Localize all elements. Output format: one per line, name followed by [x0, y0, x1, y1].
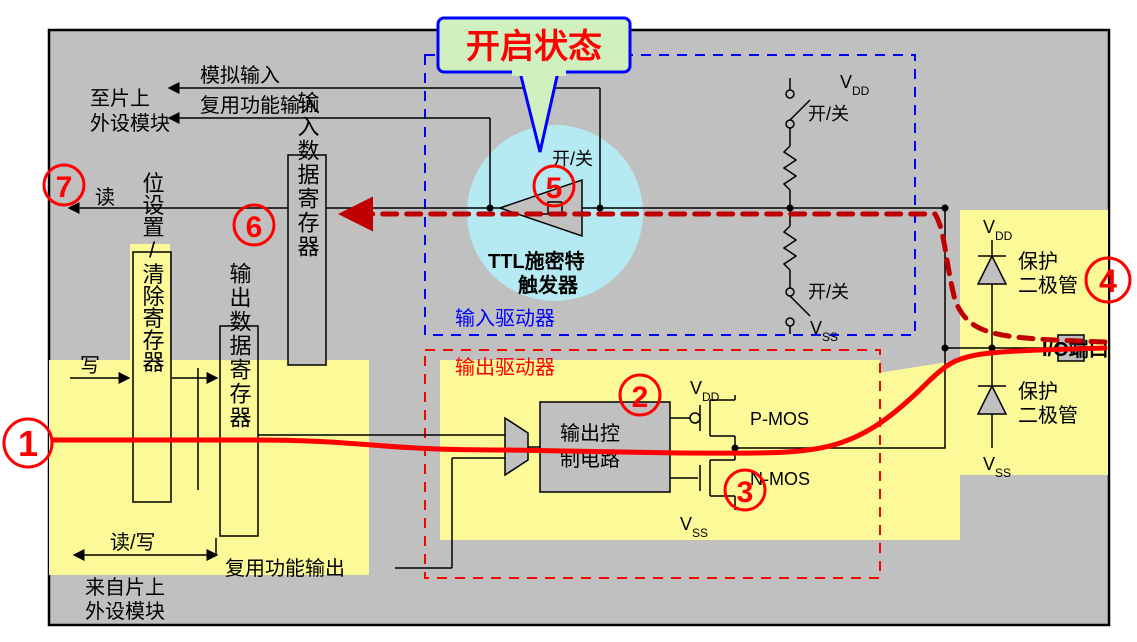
schmitt-label-2: 触发器 [518, 273, 579, 297]
analog-input-label: 模拟输入 [200, 64, 280, 87]
readwrite-label: 读/写 [110, 531, 156, 554]
diagram-svg: 输入驱动器 输出驱动器 至片上 外设模块 来自片上 外设模块 模拟输入 复用功能… [0, 0, 1137, 642]
svg-text:7: 7 [56, 171, 73, 204]
diagram-root: 输入驱动器 输出驱动器 至片上 外设模块 来自片上 外设模块 模拟输入 复用功能… [0, 0, 1137, 642]
schmitt-label-1: TTL施密特 [488, 249, 585, 273]
onoff-pulldown: 开/关 [808, 282, 849, 302]
to-onchip-2: 外设模块 [90, 112, 170, 135]
svg-text:输出控: 输出控 [560, 422, 620, 445]
alt-output-label: 复用功能输出 [225, 557, 345, 580]
svg-text:输出数据寄存器: 输出数据寄存器 [227, 262, 252, 430]
pmos-label: P-MOS [750, 409, 809, 429]
svg-text:5: 5 [546, 172, 563, 205]
prot-label-top-1: 保护 [1018, 250, 1058, 273]
input-driver-label: 输入驱动器 [455, 307, 555, 330]
prot-label-bot-1: 保护 [1018, 380, 1058, 403]
onoff-pullup: 开/关 [808, 104, 849, 124]
nmos-label: N-MOS [750, 469, 810, 489]
svg-text:1: 1 [18, 423, 38, 464]
num-1: 1 [4, 419, 52, 467]
from-onchip-2: 外设模块 [85, 600, 165, 623]
svg-text:3: 3 [737, 476, 754, 509]
output-driver-label: 输出驱动器 [455, 356, 555, 379]
svg-text:开启状态: 开启状态 [466, 28, 602, 66]
output-control-box: 输出控 制电路 [540, 402, 670, 492]
write-label: 写 [80, 355, 100, 377]
prot-label-top-2: 二极管 [1018, 274, 1078, 297]
io-up-node [942, 205, 949, 212]
to-onchip-1: 至片上 [90, 87, 150, 110]
prot-label-bot-2: 二极管 [1018, 404, 1078, 427]
svg-text:2: 2 [632, 381, 649, 414]
svg-text:输入数据寄存器: 输入数据寄存器 [295, 91, 320, 259]
svg-text:位设置/清除寄存器: 位设置/清除寄存器 [140, 172, 165, 373]
read-label: 读 [95, 186, 115, 209]
from-onchip-1: 来自片上 [85, 576, 165, 599]
svg-text:4: 4 [1099, 263, 1117, 299]
svg-text:6: 6 [246, 211, 263, 244]
